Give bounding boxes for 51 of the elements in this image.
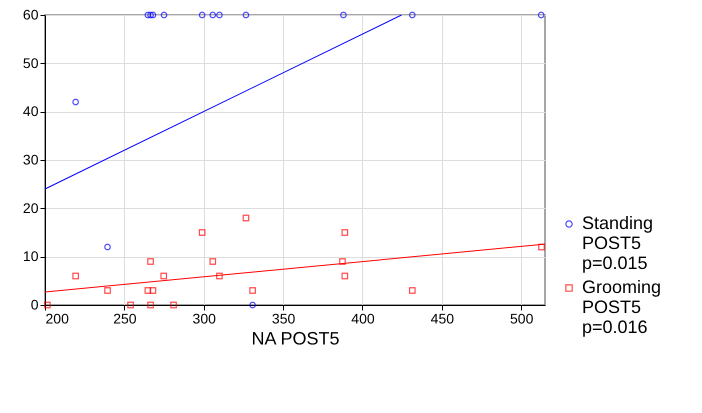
point	[160, 12, 168, 18]
point	[144, 12, 152, 18]
x-tick-label: 350	[272, 310, 296, 326]
point	[127, 302, 134, 308]
x-tick-label: 500	[510, 310, 534, 326]
point	[104, 287, 111, 294]
y-tick-label: 30	[22, 152, 39, 168]
point	[144, 287, 152, 294]
x-tick-label: 300	[192, 310, 216, 326]
point	[242, 214, 250, 222]
point	[72, 272, 79, 280]
point	[342, 229, 348, 236]
point	[249, 287, 256, 294]
y-tick-label: 10	[22, 248, 39, 264]
x-tick-label: 200	[46, 310, 70, 326]
point	[339, 258, 346, 265]
y-tick-label: 60	[22, 6, 39, 22]
point	[147, 12, 154, 18]
point	[198, 12, 206, 18]
y-tick-label: 20	[22, 200, 39, 216]
point	[150, 12, 156, 18]
point	[147, 302, 154, 308]
point	[216, 272, 223, 280]
point	[408, 287, 416, 294]
x-tick-label: 400	[351, 310, 375, 326]
point	[72, 98, 79, 106]
point	[242, 12, 250, 18]
legend-label: Standing POST5 p=0.015	[582, 213, 654, 273]
point	[44, 302, 51, 308]
point	[538, 244, 545, 250]
x-tick-label: 450	[430, 310, 454, 326]
point	[216, 12, 223, 18]
point	[209, 12, 216, 18]
point	[198, 229, 206, 236]
point	[150, 287, 156, 294]
point	[160, 272, 168, 280]
point	[340, 12, 347, 18]
point	[170, 302, 177, 308]
x-axis-title: NA POST5	[251, 328, 340, 348]
point	[342, 272, 348, 280]
x-tick-label: 250	[113, 310, 137, 326]
legend-label: Grooming POST5 p=0.016	[582, 277, 662, 337]
point	[104, 244, 111, 250]
point	[147, 258, 154, 265]
y-tick-label: 0	[30, 296, 39, 312]
point	[538, 12, 545, 18]
point	[408, 12, 416, 18]
point	[209, 258, 216, 265]
point	[249, 302, 256, 308]
y-tick-label: 40	[22, 103, 39, 120]
y-tick-label: 50	[22, 54, 39, 71]
